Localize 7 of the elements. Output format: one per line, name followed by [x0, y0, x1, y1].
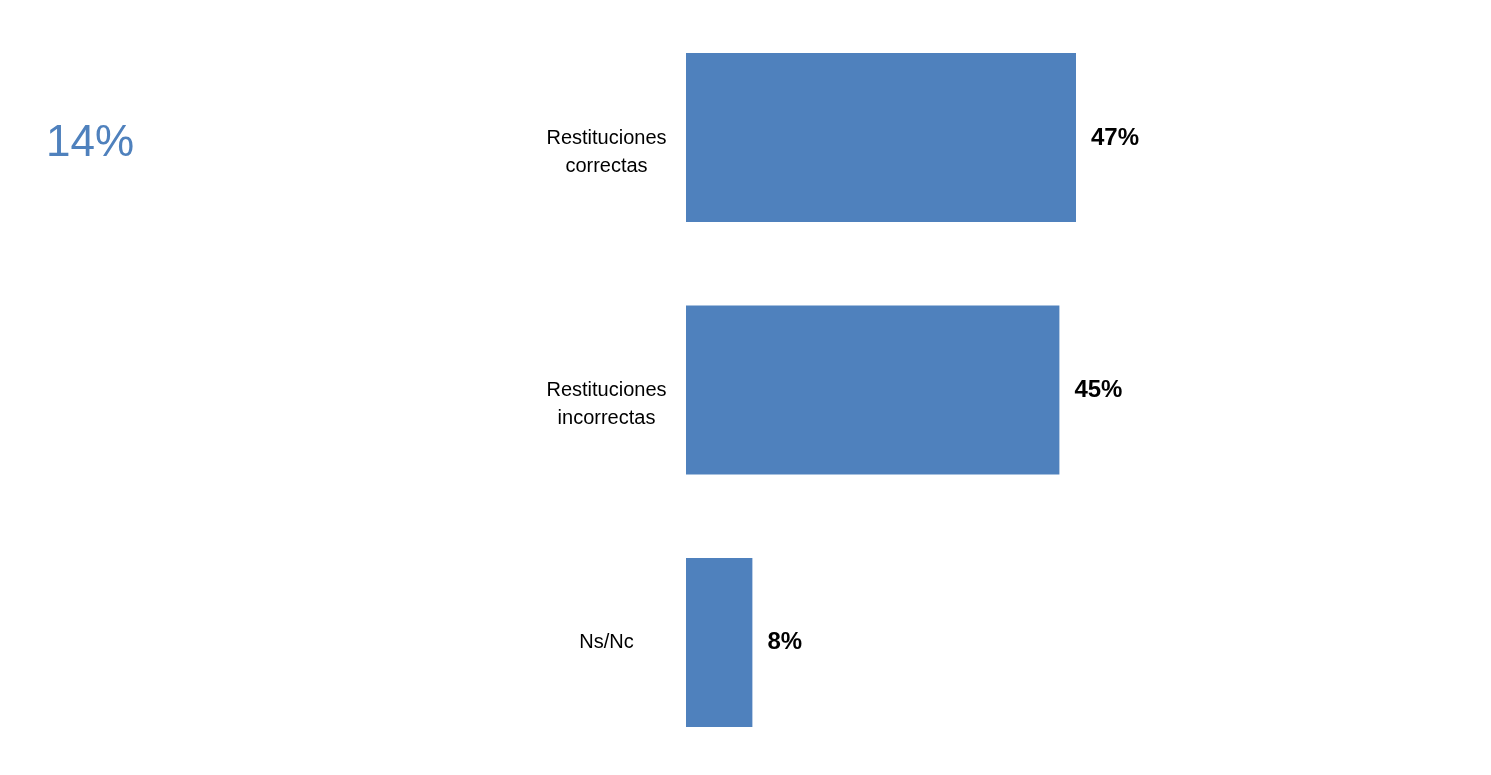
text: 14% — [45, 116, 135, 165]
data-label: 8% — [767, 627, 803, 655]
y-tick-label: Restituciones incorrectas — [546, 378, 667, 428]
data-label: 45% — [1074, 375, 1123, 402]
data-label: 47% — [1091, 122, 1140, 150]
y-tick-label: Ns/Nc — [579, 630, 634, 653]
y-tick-label: Restituciones correctas — [546, 125, 667, 176]
